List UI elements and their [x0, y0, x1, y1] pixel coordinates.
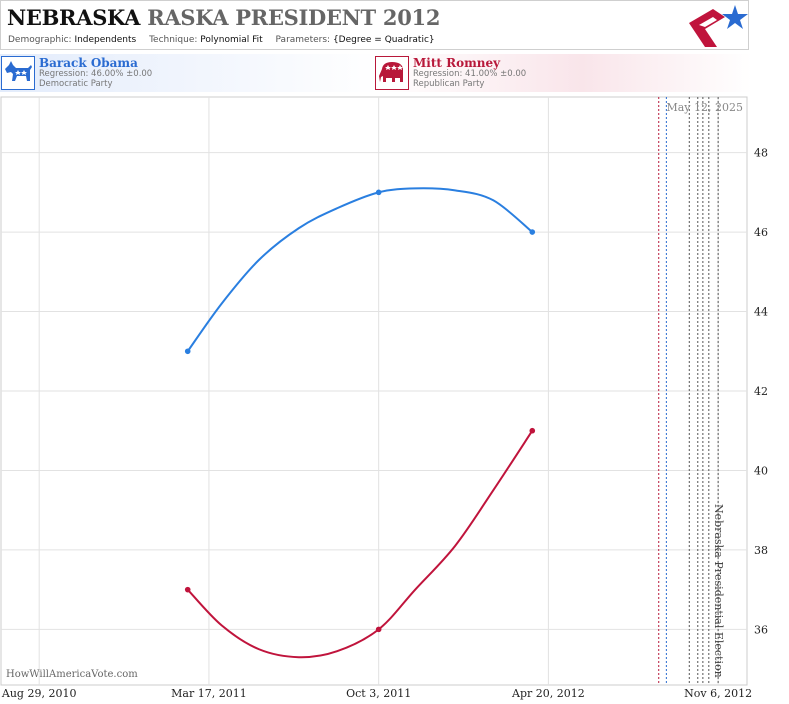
candidate-regression: Regression: 41.00% ±0.00	[413, 69, 527, 79]
x-tick-label: Apr 20, 2012	[511, 687, 585, 700]
x-tick-label: Aug 29, 2010	[1, 687, 77, 700]
candidate-regression: Regression: 46.00% ±0.00	[39, 69, 153, 79]
x-tick-label: Mar 17, 2011	[171, 687, 247, 700]
reference-lines	[658, 97, 719, 685]
data-point	[184, 348, 191, 355]
star-logo-icon	[689, 5, 748, 47]
y-tick-label: 36	[754, 623, 768, 636]
data-point	[529, 427, 536, 434]
title-state: NEBRASKA	[7, 5, 141, 30]
x-tick-label: Nov 6, 2012	[684, 687, 752, 700]
technique-value: Polynomial Fit	[200, 35, 263, 45]
candidate-name: Barack Obama	[39, 56, 138, 70]
candidate-party: Republican Party	[413, 79, 485, 89]
candidate-romney: Mitt Romney Regression: 41.00% ±0.00 Rep…	[374, 54, 752, 92]
election-label: Nebraska Presidential Election	[712, 504, 725, 678]
series-line	[186, 187, 533, 352]
watermark: HowWillAmericaVote.com	[6, 669, 138, 680]
series-layer	[184, 187, 536, 659]
data-point	[375, 626, 382, 633]
y-tick-label: 44	[754, 306, 768, 319]
y-tick-label: 38	[754, 544, 768, 557]
series-line	[186, 430, 534, 659]
parameters-label: Parameters:	[275, 35, 331, 45]
header-bar: NEBRASKA RASKA PRESIDENT 2012 Demographi…	[0, 0, 749, 50]
y-tick-label: 48	[754, 147, 768, 160]
page-title: NEBRASKA RASKA PRESIDENT 2012	[7, 5, 440, 30]
current-date-label: May 12, 2025	[666, 101, 743, 114]
data-point	[375, 189, 382, 196]
data-point	[529, 229, 536, 235]
y-axis-ticks: 36 38 40 42 44 46 48	[754, 147, 768, 637]
technique-label: Technique:	[149, 35, 198, 45]
y-tick-label: 46	[754, 226, 768, 239]
title-rest: RASKA PRESIDENT 2012	[147, 5, 441, 30]
demographic-label: Demographic:	[8, 35, 72, 45]
poll-chart: 36 38 40 42 44 46 48 Aug 29, 2010 Mar 17, 2011 O…	[0, 96, 768, 700]
candidate-party: Democratic Party	[39, 79, 113, 89]
candidate-name: Mitt Romney	[413, 56, 501, 70]
y-tick-label: 42	[754, 385, 768, 398]
x-tick-label: Oct 3, 2011	[346, 687, 411, 700]
donkey-icon	[1, 56, 35, 90]
chart-parameters: Demographic: Independents Technique: Pol…	[8, 35, 435, 45]
candidate-obama: Barack Obama Regression: 46.00% ±0.00 De…	[0, 54, 380, 92]
demographic-value: Independents	[74, 35, 137, 45]
elephant-icon	[375, 56, 409, 90]
y-tick-label: 40	[754, 464, 768, 477]
x-axis-ticks: Aug 29, 2010 Mar 17, 2011 Oct 3, 2011 Apr 2…	[1, 687, 752, 700]
data-point	[184, 586, 191, 593]
parameters-value: {Degree = Quadratic}	[332, 35, 435, 45]
